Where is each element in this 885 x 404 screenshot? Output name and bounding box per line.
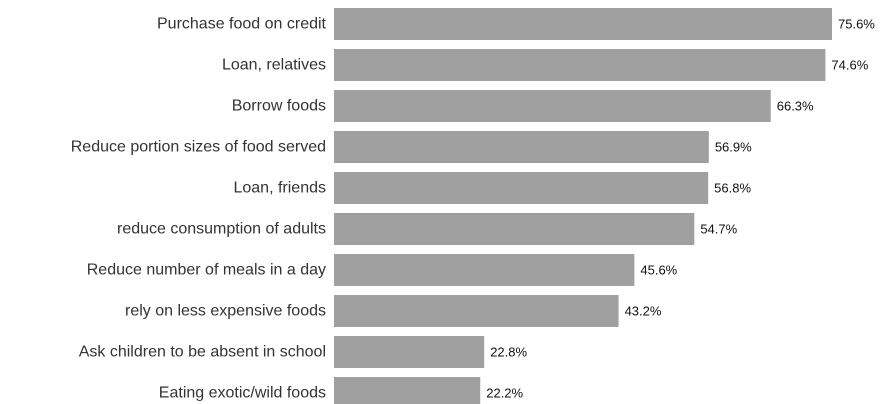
value-label: 56.8% (714, 181, 751, 196)
bar (334, 295, 619, 327)
category-label: Loan, friends (233, 180, 326, 197)
value-label: 54.7% (700, 222, 737, 237)
bar (334, 172, 709, 204)
value-label: 22.2% (486, 386, 523, 401)
category-label: Reduce portion sizes of food served (71, 139, 326, 156)
bar (334, 8, 832, 40)
value-label: 43.2% (625, 304, 662, 319)
category-label: Purchase food on credit (157, 16, 327, 33)
bar (334, 49, 826, 81)
category-label: Borrow foods (232, 98, 326, 115)
category-label: rely on less expensive foods (125, 303, 326, 320)
bar (334, 90, 771, 122)
bar (334, 336, 485, 368)
bar (334, 377, 481, 404)
category-label: Ask children to be absent in school (79, 344, 326, 361)
category-label: Loan, relatives (222, 57, 326, 74)
value-label: 74.6% (831, 58, 868, 73)
category-label: Eating exotic/wild foods (159, 385, 326, 402)
value-label: 75.6% (838, 17, 875, 32)
value-label: 22.8% (490, 345, 527, 360)
bar (334, 213, 695, 245)
bar (334, 254, 635, 286)
value-label: 45.6% (640, 263, 677, 278)
category-label: reduce consumption of adults (117, 221, 326, 238)
value-label: 56.9% (715, 140, 752, 155)
category-label: Reduce number of meals in a day (87, 262, 326, 279)
value-label: 66.3% (777, 99, 814, 114)
bar (334, 131, 709, 163)
